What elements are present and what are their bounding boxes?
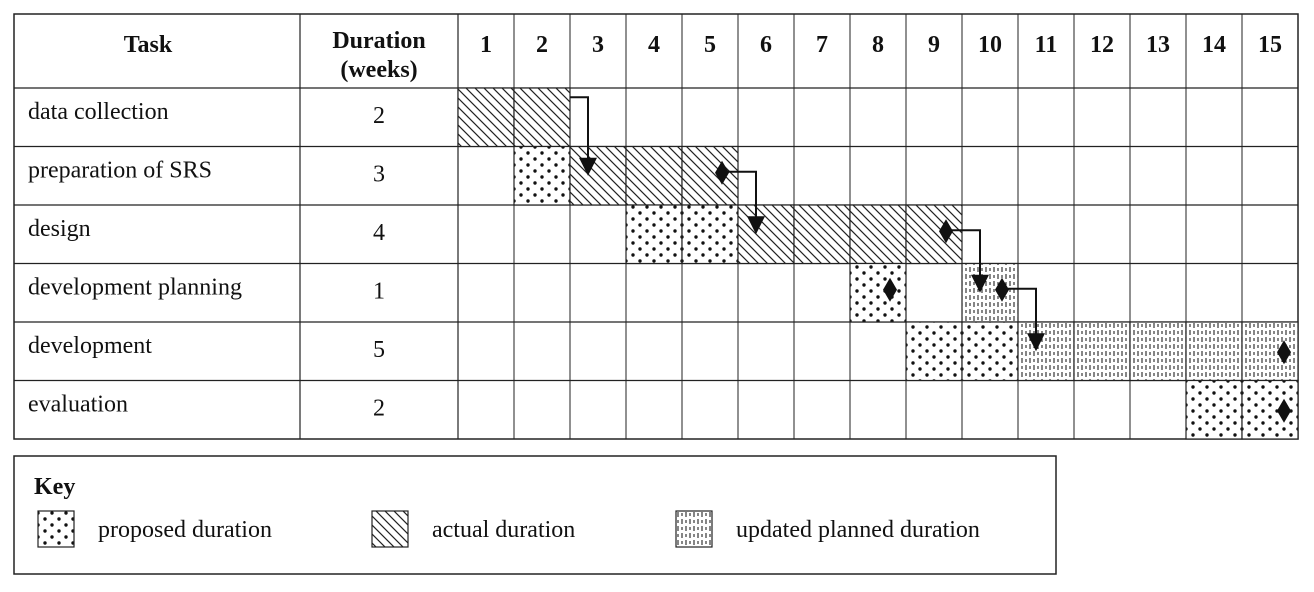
bar-actual bbox=[905, 204, 963, 265]
task-name: design bbox=[28, 216, 91, 242]
week-header: 4 bbox=[648, 32, 660, 58]
dependency-arrowhead bbox=[579, 157, 597, 176]
bar-updated bbox=[961, 262, 1019, 323]
bar-proposed bbox=[681, 204, 739, 265]
task-rows: data collection 2 preparation of SRS 3 desig… bbox=[28, 99, 385, 422]
key-swatch-actual bbox=[371, 510, 409, 548]
bar-proposed bbox=[513, 145, 571, 206]
task-duration: 5 bbox=[373, 337, 385, 363]
week-header: 3 bbox=[592, 32, 604, 58]
bar-proposed bbox=[1185, 379, 1243, 440]
key-label: proposed duration bbox=[98, 517, 272, 543]
week-header: 7 bbox=[816, 32, 828, 58]
task-name: development bbox=[28, 333, 152, 359]
bar-actual bbox=[849, 204, 907, 265]
week-headers: 1 2 3 4 5 6 7 8 9 10 11 12 13 14 15 bbox=[480, 32, 1282, 58]
milestone-diamond bbox=[883, 277, 897, 302]
bar-actual bbox=[681, 145, 739, 206]
task-column-header: Task bbox=[124, 32, 173, 58]
week-header: 15 bbox=[1258, 32, 1282, 58]
bar-proposed bbox=[625, 204, 683, 265]
dependency-arrow-line bbox=[570, 96, 589, 160]
dependency-arrowhead bbox=[971, 274, 989, 293]
bar-updated bbox=[1129, 321, 1187, 382]
task-name: evaluation bbox=[28, 392, 128, 418]
task-duration: 4 bbox=[373, 220, 385, 246]
bar-actual bbox=[737, 204, 795, 265]
dependency-arrow-line bbox=[1000, 287, 1037, 336]
task-duration: 1 bbox=[373, 279, 385, 305]
week-header: 9 bbox=[928, 32, 940, 58]
gantt-bars bbox=[457, 87, 1299, 440]
week-header: 14 bbox=[1202, 32, 1226, 58]
week-header: 1 bbox=[480, 32, 492, 58]
milestone-diamond bbox=[1277, 398, 1291, 423]
duration-column-subheader: (weeks) bbox=[340, 57, 417, 83]
milestone-diamond bbox=[715, 160, 729, 185]
week-header: 12 bbox=[1090, 32, 1114, 58]
task-duration: 2 bbox=[373, 396, 385, 422]
bar-actual bbox=[625, 145, 683, 206]
milestone-diamond bbox=[1277, 340, 1291, 365]
dependency-arrowhead bbox=[747, 216, 765, 235]
bar-actual bbox=[569, 145, 627, 206]
bar-updated bbox=[1185, 321, 1243, 382]
key-swatch-updated bbox=[675, 510, 713, 548]
dependency-arrowhead bbox=[1027, 333, 1045, 352]
week-header: 2 bbox=[536, 32, 548, 58]
week-header: 8 bbox=[872, 32, 884, 58]
week-header: 5 bbox=[704, 32, 716, 58]
task-name: development planning bbox=[28, 275, 242, 301]
key-title: Key bbox=[34, 474, 75, 500]
week-header: 10 bbox=[978, 32, 1002, 58]
key-swatch-proposed bbox=[37, 510, 75, 548]
task-name: data collection bbox=[28, 99, 169, 125]
dependency-arrow-line bbox=[720, 170, 757, 219]
bar-actual bbox=[513, 87, 571, 148]
duration-column-header: Duration bbox=[332, 28, 425, 54]
week-header: 11 bbox=[1035, 32, 1058, 58]
bar-proposed bbox=[905, 321, 963, 382]
key-label: actual duration bbox=[432, 517, 575, 543]
milestone-diamonds bbox=[715, 160, 1291, 423]
task-duration: 2 bbox=[373, 103, 385, 129]
week-header: 6 bbox=[760, 32, 772, 58]
key-items: proposed duration actual duration updated … bbox=[37, 510, 980, 548]
bar-proposed bbox=[961, 321, 1019, 382]
dependency-arrows bbox=[570, 96, 1045, 352]
bar-updated bbox=[1017, 321, 1075, 382]
dependency-arrow-line bbox=[944, 229, 981, 277]
milestone-diamond bbox=[995, 277, 1009, 302]
week-header: 13 bbox=[1146, 32, 1170, 58]
table-border bbox=[13, 13, 1299, 440]
milestone-diamond bbox=[939, 219, 953, 244]
bar-proposed bbox=[849, 262, 907, 323]
task-duration: 3 bbox=[373, 162, 385, 188]
bar-updated bbox=[1073, 321, 1131, 382]
bar-actual bbox=[793, 204, 851, 265]
key-box bbox=[13, 455, 1057, 575]
key-label: updated planned duration bbox=[736, 517, 980, 543]
task-name: preparation of SRS bbox=[28, 158, 212, 184]
bar-actual bbox=[457, 87, 515, 148]
